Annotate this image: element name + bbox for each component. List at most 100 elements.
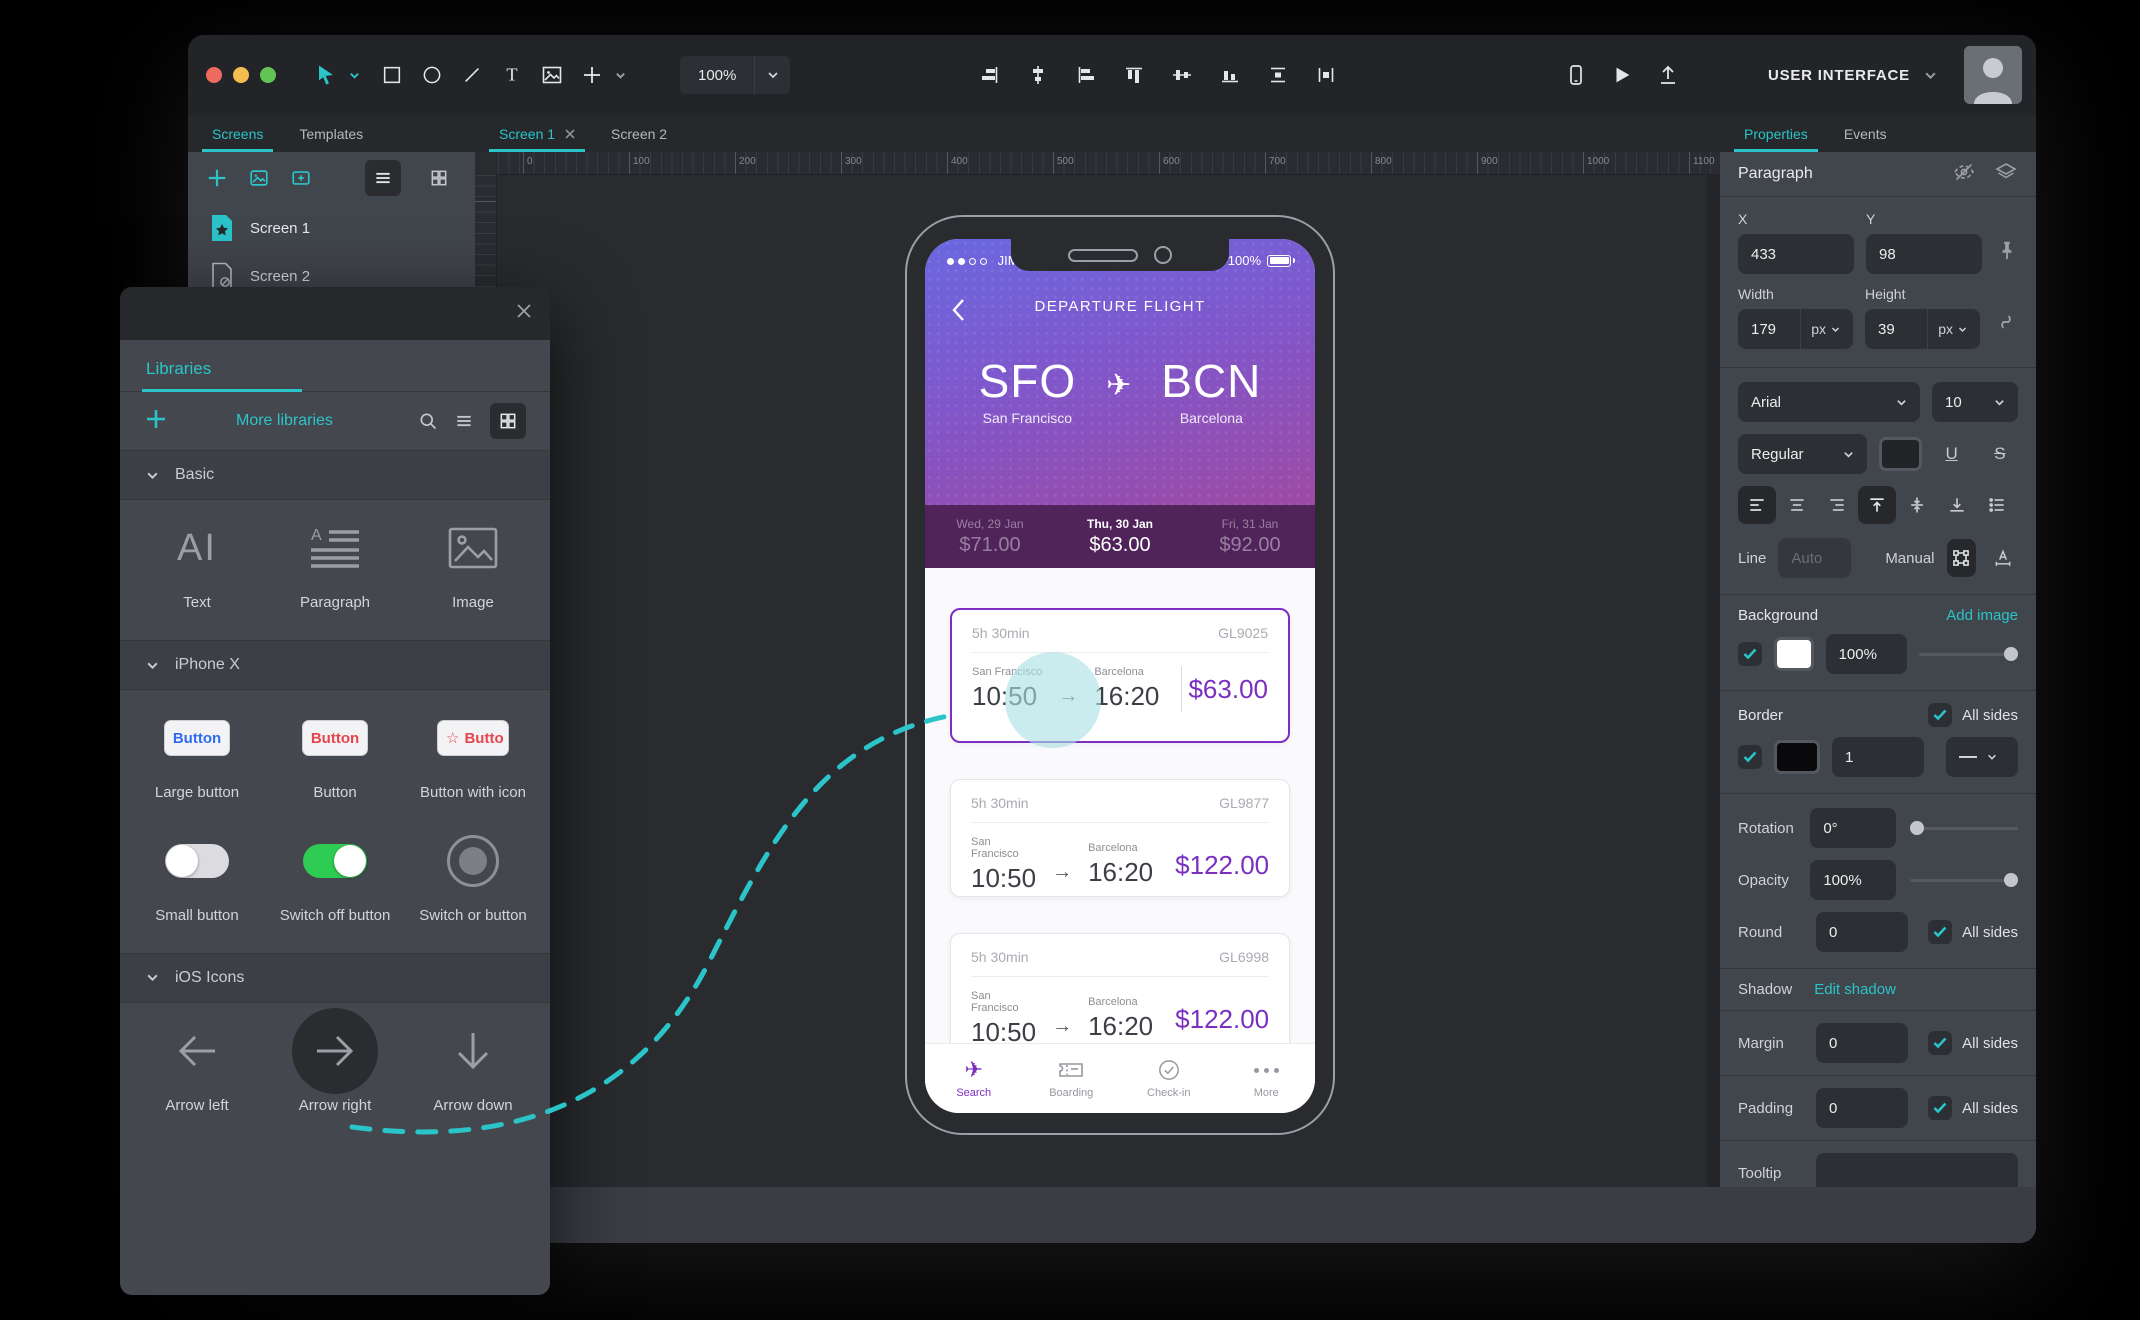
tab-screens[interactable]: Screens: [194, 115, 281, 152]
play-simulation-icon[interactable]: [1602, 55, 1642, 95]
background-color-swatch[interactable]: [1774, 637, 1814, 671]
align-text-left-icon[interactable]: [1738, 486, 1776, 524]
add-image-link[interactable]: Add image: [1946, 607, 2018, 624]
strikethrough-button[interactable]: S: [1994, 444, 2006, 463]
libraries-titlebar[interactable]: [120, 287, 550, 340]
screen-list-item-1[interactable]: Screen 1: [188, 204, 475, 252]
tab-checkin[interactable]: Check-in: [1120, 1044, 1218, 1113]
width-input[interactable]: 179 px: [1738, 309, 1853, 349]
align-vertical-center-icon[interactable]: [1018, 55, 1058, 95]
widget-paragraph[interactable]: A Paragraph: [266, 520, 404, 614]
line-height-input[interactable]: Auto: [1778, 538, 1852, 578]
add-screen-icon[interactable]: [206, 167, 228, 189]
text-tool-icon[interactable]: T: [492, 55, 532, 95]
select-tool-icon[interactable]: [306, 55, 346, 95]
canvas-tab-screen1[interactable]: Screen 1: [481, 115, 593, 152]
date-option[interactable]: Wed, 29 Jan $71.00: [956, 516, 1024, 556]
padding-input[interactable]: 0: [1816, 1088, 1908, 1128]
opacity-input[interactable]: 100%: [1810, 860, 1897, 900]
line-tool-icon[interactable]: [452, 55, 492, 95]
align-right-icon[interactable]: [970, 55, 1010, 95]
margin-all-sides[interactable]: All sides: [1928, 1031, 2018, 1055]
widget-arrow-down[interactable]: Arrow down: [404, 1023, 542, 1117]
tab-events[interactable]: Events: [1843, 125, 1887, 142]
manual-size-icon[interactable]: [1946, 539, 1977, 577]
grid-view-icon[interactable]: [490, 403, 526, 439]
more-libraries-link[interactable]: More libraries: [236, 412, 333, 429]
zoom-value[interactable]: 100%: [680, 56, 755, 94]
search-icon[interactable]: [418, 411, 438, 431]
valign-middle-icon[interactable]: [1898, 486, 1936, 524]
minimize-window-button[interactable]: [233, 67, 249, 83]
background-opacity-slider[interactable]: [1918, 647, 2018, 661]
tab-more[interactable]: More: [1218, 1044, 1316, 1113]
link-dimensions-icon[interactable]: [1994, 310, 2018, 339]
maximize-window-button[interactable]: [260, 67, 276, 83]
widget-button[interactable]: Button Button: [266, 710, 404, 804]
close-tab-icon[interactable]: [565, 126, 575, 142]
list-view-icon[interactable]: [454, 411, 474, 431]
align-bottom-icon[interactable]: [1210, 55, 1250, 95]
close-window-button[interactable]: [206, 67, 222, 83]
pin-icon[interactable]: [1996, 239, 2018, 266]
valign-bottom-icon[interactable]: [1938, 486, 1976, 524]
align-text-right-icon[interactable]: [1818, 486, 1856, 524]
zoom-chevron-icon[interactable]: [754, 56, 791, 94]
flight-card[interactable]: 5h 30min GL6998 San Francisco 10:50 → Barc…: [950, 933, 1290, 1043]
margin-input[interactable]: 0: [1816, 1023, 1908, 1063]
tab-templates[interactable]: Templates: [299, 125, 364, 142]
widget-switch-or-button[interactable]: Switch or button: [404, 833, 542, 927]
widget-large-button[interactable]: Button Large button: [128, 710, 266, 804]
underline-button[interactable]: U: [1945, 444, 1958, 463]
round-input[interactable]: 0: [1816, 912, 1908, 952]
rotation-input[interactable]: 0°: [1810, 808, 1897, 848]
font-family-dropdown[interactable]: Arial: [1738, 382, 1920, 422]
valign-top-icon[interactable]: [1858, 486, 1896, 524]
align-horizontal-center-icon[interactable]: [1162, 55, 1202, 95]
add-widget-icon[interactable]: [572, 55, 612, 95]
x-input[interactable]: 433: [1738, 234, 1854, 274]
padding-all-sides[interactable]: All sides: [1928, 1096, 2018, 1120]
close-icon[interactable]: [516, 303, 532, 324]
font-color-swatch[interactable]: [1879, 437, 1922, 471]
date-option[interactable]: Fri, 31 Jan $92.00: [1219, 516, 1281, 556]
background-enabled-checkbox[interactable]: [1738, 642, 1762, 666]
add-library-icon[interactable]: [144, 407, 168, 436]
project-menu[interactable]: USER INTERFACE: [1768, 67, 1938, 84]
tooltip-input[interactable]: [1816, 1153, 2018, 1187]
height-unit-dropdown[interactable]: px: [1927, 309, 1967, 349]
border-style-dropdown[interactable]: [1946, 737, 2018, 777]
date-option-selected[interactable]: Thu, 30 Jan $63.00: [1086, 516, 1154, 556]
back-chevron-icon[interactable]: [951, 298, 965, 327]
widget-arrow-right[interactable]: Arrow right: [266, 1023, 404, 1117]
tab-boarding[interactable]: Boarding: [1023, 1044, 1121, 1113]
canvas[interactable]: Screen 1 Screen 2 0 100 200 300 400 500 …: [475, 115, 1720, 1187]
align-text-center-icon[interactable]: [1778, 486, 1816, 524]
widget-image[interactable]: Image: [404, 520, 542, 614]
flight-card[interactable]: 5h 30min GL9877 San Francisco 10:50 → Barc…: [950, 779, 1290, 897]
grid-view-icon[interactable]: [421, 160, 457, 196]
flight-card-selected[interactable]: 5h 30min GL9025 San Francisco 10:50 → Barc…: [950, 608, 1290, 743]
height-input[interactable]: 39 px: [1865, 309, 1980, 349]
section-iphone-x[interactable]: iPhone X: [120, 640, 550, 691]
layers-icon[interactable]: [1994, 160, 2018, 189]
canvas-scrollbar[interactable]: [1707, 175, 1720, 1187]
font-style-dropdown[interactable]: Regular: [1738, 434, 1868, 474]
width-unit-dropdown[interactable]: px: [1800, 309, 1840, 349]
tab-libraries[interactable]: Libraries: [141, 359, 303, 392]
border-enabled-checkbox[interactable]: [1738, 745, 1762, 769]
widget-arrow-left[interactable]: Arrow left: [128, 1023, 266, 1117]
tab-search[interactable]: ✈ Search: [956, 1057, 992, 1099]
widget-switch-off-button[interactable]: Switch off button: [266, 833, 404, 927]
round-all-sides[interactable]: All sides: [1928, 920, 2018, 944]
edit-shadow-link[interactable]: Edit shadow: [1814, 981, 1896, 998]
background-opacity-input[interactable]: 100%: [1825, 634, 1907, 674]
image-tool-icon[interactable]: [532, 55, 572, 95]
section-ios-icons[interactable]: iOS Icons: [120, 952, 550, 1003]
distribute-horizontal-icon[interactable]: [1306, 55, 1346, 95]
rotation-slider[interactable]: [1910, 821, 2018, 835]
avatar[interactable]: [1964, 46, 2022, 104]
widget-small-button[interactable]: Small button: [128, 833, 266, 927]
list-view-icon[interactable]: [365, 160, 401, 196]
widget-text[interactable]: AI Text: [128, 520, 266, 614]
